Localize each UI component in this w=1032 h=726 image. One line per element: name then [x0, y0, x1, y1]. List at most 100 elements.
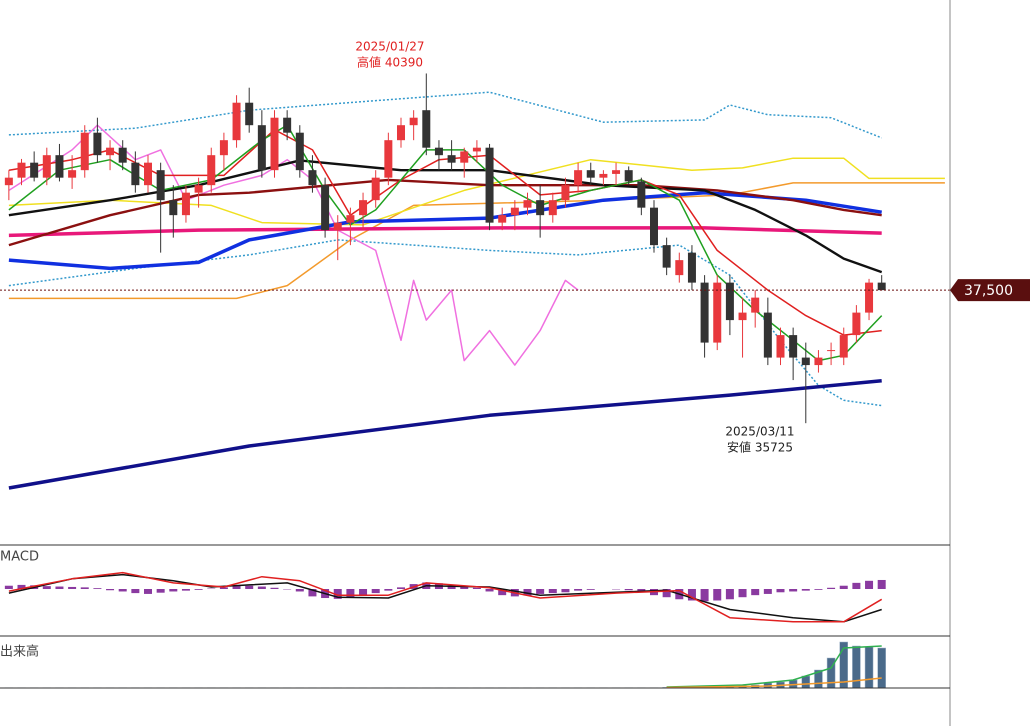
candle-body	[245, 102, 254, 126]
candle-body	[485, 147, 494, 223]
macd-histogram-bar	[17, 584, 26, 590]
candle-body	[877, 282, 886, 291]
macd-histogram-bar	[852, 582, 861, 590]
candle-body	[232, 102, 241, 141]
macd-histogram-bar	[219, 587, 228, 590]
macd-histogram-bar	[447, 585, 456, 590]
candle-body	[422, 110, 431, 148]
candle-body	[181, 192, 190, 216]
indicator-line	[8, 239, 882, 407]
candle-body	[839, 335, 848, 358]
candle-body	[333, 222, 342, 231]
indicator-line	[8, 124, 579, 366]
candle-body	[144, 162, 153, 186]
macd-histogram-bar	[548, 589, 557, 594]
candle-body	[586, 170, 595, 178]
macd-histogram-bar	[359, 589, 368, 596]
candle-body	[384, 140, 393, 178]
candle-body	[283, 117, 292, 133]
macd-histogram-bar	[763, 589, 772, 594]
macd-histogram-bar	[371, 589, 380, 594]
candle-body	[649, 207, 658, 246]
macd-histogram-bar	[68, 586, 77, 590]
macd-histogram-bar	[472, 587, 481, 590]
candle-body	[599, 173, 608, 178]
candle-body	[131, 162, 140, 186]
macd-histogram-bar	[839, 585, 848, 590]
macd-histogram-bar	[700, 589, 709, 602]
candle-body	[852, 312, 861, 336]
macd-histogram-bar	[827, 587, 836, 590]
macd-histogram-bar	[460, 586, 469, 590]
macd-histogram-bar	[42, 586, 51, 590]
macd-histogram-bar	[865, 580, 874, 590]
macd-histogram-bar	[485, 589, 494, 592]
candle-body	[612, 170, 621, 174]
indicator-line	[8, 91, 882, 139]
macd-histogram-bar	[55, 586, 64, 590]
annotation: 高値 40390	[357, 55, 423, 70]
candle-body	[80, 132, 89, 171]
candle-body	[434, 147, 443, 156]
candle-body	[751, 297, 760, 313]
macd-histogram-bar	[93, 588, 102, 590]
macd-histogram-bar	[574, 589, 583, 591]
macd-histogram-bar	[333, 589, 342, 599]
macd-histogram-bar	[245, 585, 254, 590]
candle-body	[396, 125, 405, 141]
macd-histogram-bar	[156, 589, 165, 593]
macd-histogram-bar	[713, 589, 722, 601]
candle-body	[510, 207, 519, 216]
candle-body	[270, 117, 279, 171]
macd-title: MACD	[0, 550, 39, 565]
candle-body	[17, 162, 26, 178]
candle-body	[68, 170, 77, 178]
candle-body	[346, 215, 355, 223]
candle-body	[738, 312, 747, 321]
candle-body	[624, 170, 633, 182]
annotation: 2025/03/11	[725, 425, 794, 439]
candle-body	[371, 177, 380, 201]
candle-body	[321, 185, 330, 231]
macd-histogram-bar	[814, 589, 823, 590]
macd-histogram-bar	[738, 589, 747, 598]
annotation: 2025/01/27	[355, 40, 424, 54]
macd-histogram-bar	[586, 589, 595, 590]
indicator-line	[8, 573, 882, 623]
macd-histogram-bar	[776, 589, 785, 593]
candle-body	[219, 140, 228, 156]
macd-histogram-bar	[877, 579, 886, 590]
candle-body	[776, 335, 785, 358]
macd-histogram-bar	[106, 589, 115, 591]
volume-bar	[864, 646, 874, 689]
candle-body	[865, 282, 874, 313]
candle-body	[118, 147, 127, 163]
macd-histogram-bar	[144, 589, 153, 594]
candle-body	[662, 245, 671, 268]
candle-body	[827, 350, 836, 352]
candle-body	[295, 132, 304, 171]
candle-body	[447, 155, 456, 163]
candle-body	[460, 151, 469, 163]
macd-histogram-bar	[308, 589, 317, 597]
macd-histogram-bar	[194, 589, 203, 590]
macd-histogram-bar	[662, 589, 671, 598]
candle-body	[30, 162, 39, 178]
macd-histogram-bar	[295, 589, 304, 592]
indicator-line	[666, 645, 882, 688]
macd-histogram-bar	[523, 589, 532, 596]
macd-histogram-bar	[80, 587, 89, 590]
macd-histogram-bar	[270, 587, 279, 590]
macd-histogram-bar	[396, 587, 405, 590]
macd-histogram-bar	[801, 589, 810, 591]
candle-body	[498, 215, 507, 223]
candle-body	[4, 177, 13, 186]
candle-body	[814, 357, 823, 366]
candle-body	[523, 200, 532, 208]
indicator-line	[666, 677, 882, 689]
indicator-line	[8, 157, 945, 226]
candle-body	[789, 335, 798, 358]
candle-body	[548, 200, 557, 216]
